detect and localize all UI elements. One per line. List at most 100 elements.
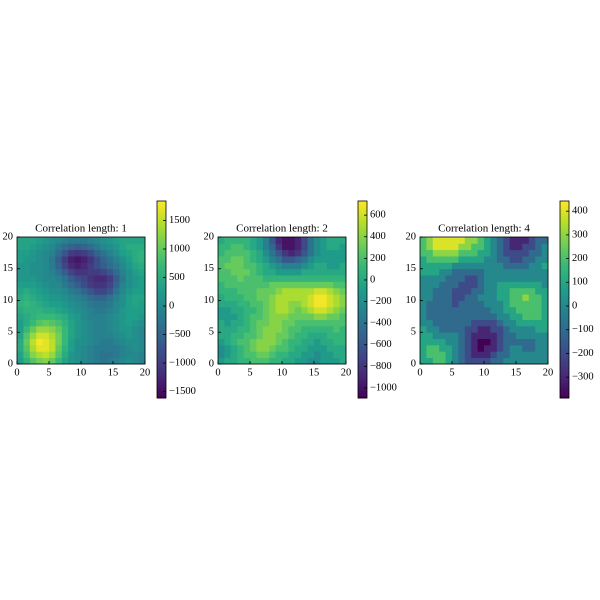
heatmap-cell	[42, 287, 50, 295]
heatmap-cell	[452, 300, 459, 308]
heatmap-cell	[36, 300, 43, 308]
y-tick-label: 0	[8, 358, 13, 369]
heatmap-cell	[100, 243, 107, 251]
heatmap-cell	[256, 281, 264, 289]
heatmap-cell	[496, 243, 504, 251]
heatmap-cell	[256, 332, 264, 339]
heatmap-cell	[477, 281, 485, 289]
heatmap-cell	[113, 325, 120, 333]
heatmap-cell	[420, 287, 427, 295]
heatmap-cell	[314, 287, 321, 295]
heatmap-cell	[320, 268, 328, 276]
heatmap-cell	[452, 313, 459, 320]
heatmap-cell	[484, 306, 491, 314]
colorbar-gradient	[560, 314, 569, 318]
heatmap-cell	[262, 237, 270, 244]
colorbar-gradient	[560, 341, 569, 345]
heatmap-cell	[484, 344, 491, 352]
heatmap-cell	[29, 256, 37, 263]
heatmap-cell	[230, 332, 238, 339]
heatmap-cell	[218, 262, 225, 270]
heatmap-cell	[509, 287, 517, 295]
heatmap-cell	[218, 357, 225, 365]
heatmap-cell	[445, 325, 453, 333]
chart-title: Correlation length: 1	[35, 223, 127, 235]
heatmap-cell	[224, 357, 232, 365]
heatmap-cell	[74, 338, 82, 346]
colorbar-gradient	[560, 262, 569, 266]
heatmap-cell	[503, 319, 510, 327]
colorbar-gradient	[358, 365, 367, 369]
colorbar-gradient	[157, 284, 166, 288]
heatmap-cell	[326, 256, 334, 263]
heatmap-cell	[74, 268, 82, 276]
heatmap-cell	[477, 237, 485, 244]
colorbar-gradient	[560, 324, 569, 328]
heatmap-cell	[230, 300, 238, 308]
heatmap-cell	[256, 237, 264, 244]
heatmap-cell	[218, 313, 225, 320]
heatmap-cell	[282, 313, 289, 320]
colorbar-gradient	[560, 331, 569, 335]
heatmap-cell	[339, 287, 347, 295]
heatmap-cell	[426, 344, 434, 352]
heatmap-cell	[307, 319, 315, 327]
heatmap-cell	[269, 332, 276, 339]
heatmap-cell	[23, 275, 31, 282]
heatmap-cell	[528, 262, 536, 270]
colorbar-gradient	[560, 287, 569, 291]
colorbar-gradient	[560, 252, 569, 256]
heatmap-cell	[320, 256, 328, 263]
heatmap-cell	[458, 325, 466, 333]
heatmap-cell	[522, 306, 530, 314]
colorbar-gradient	[358, 301, 367, 305]
colorbar-gradient	[560, 301, 569, 305]
heatmap-cell	[81, 237, 88, 244]
heatmap-cell	[29, 262, 37, 270]
colorbar-gradient	[560, 260, 569, 264]
heatmap-cell	[541, 357, 549, 365]
heatmap-cell	[452, 243, 459, 251]
heatmap-cell	[269, 237, 276, 244]
heatmap-cell	[68, 287, 75, 295]
heatmap-cell	[113, 262, 120, 270]
heatmap-cell	[250, 357, 257, 365]
heatmap-cell	[243, 275, 251, 282]
heatmap-cell	[218, 281, 225, 289]
heatmap-cell	[138, 256, 146, 263]
heatmap-cell	[119, 294, 127, 301]
heatmap-cell	[528, 256, 536, 263]
heatmap-cell	[452, 306, 459, 314]
heatmap-cell	[49, 325, 56, 333]
heatmap-cell	[452, 256, 459, 263]
colorbar-gradient	[358, 358, 367, 362]
heatmap-cell	[87, 344, 95, 352]
heatmap-cell	[68, 294, 75, 301]
heatmap-cell	[68, 313, 75, 320]
heatmap-cell	[509, 268, 517, 276]
heatmap-cell	[307, 325, 315, 333]
heatmap-cell	[113, 294, 120, 301]
heatmap-cell	[132, 306, 139, 314]
heatmap-cell	[333, 300, 340, 308]
heatmap-cell	[55, 287, 63, 295]
heatmap-cell	[106, 319, 114, 327]
colorbar-gradient	[157, 215, 166, 219]
heatmap-cell	[61, 338, 69, 346]
heatmap-cell	[432, 338, 440, 346]
heatmap-cell	[42, 357, 50, 365]
heatmap-cell	[432, 332, 440, 339]
heatmap-cell	[464, 275, 472, 282]
heatmap-cell	[36, 268, 43, 276]
heatmap-cell	[484, 351, 491, 359]
colorbar-gradient	[358, 375, 367, 379]
heatmap-cell	[42, 243, 50, 251]
heatmap-cell	[224, 306, 232, 314]
heatmap-cell	[420, 243, 427, 251]
heatmap-cell	[275, 325, 283, 333]
heatmap-cell	[256, 306, 264, 314]
heatmap-cell	[237, 249, 244, 257]
heatmap-cell	[426, 294, 434, 301]
heatmap-cell	[23, 338, 31, 346]
heatmap-cell	[509, 300, 517, 308]
